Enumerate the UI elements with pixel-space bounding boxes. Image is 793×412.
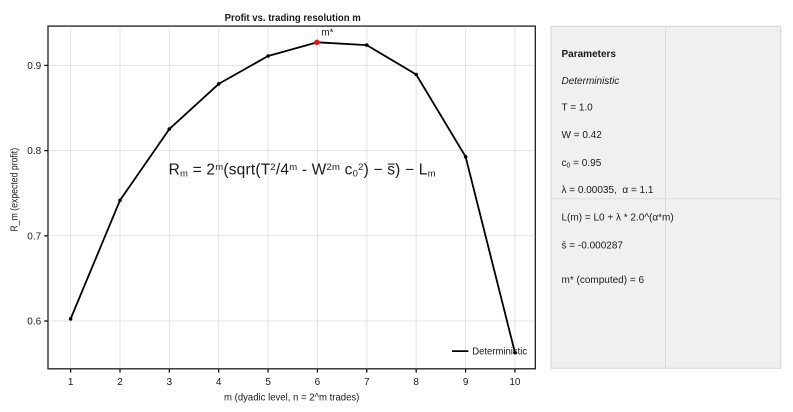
svg-text:L(m) = L0 + λ * 2.0^(α*m): L(m) = L0 + λ * 2.0^(α*m) — [562, 213, 674, 224]
svg-text:m*: m* — [321, 28, 333, 39]
svg-text:1: 1 — [68, 377, 74, 388]
svg-text:Rm = 2m(sqrt(T2/4m - W2m c02): Rm = 2m(sqrt(T2/4m - W2m c02) − s) − Lm — [169, 161, 436, 179]
svg-text:Deterministic: Deterministic — [562, 76, 620, 87]
svg-text:9: 9 — [463, 377, 469, 388]
svg-text:T = 1.0: T = 1.0 — [562, 103, 594, 114]
svg-text:Parameters: Parameters — [562, 49, 617, 60]
svg-text:Deterministic: Deterministic — [472, 347, 527, 358]
svg-text:8: 8 — [413, 377, 419, 388]
svg-text:7: 7 — [364, 377, 370, 388]
svg-text:2: 2 — [117, 377, 123, 388]
svg-text:m* (computed) = 6: m* (computed) = 6 — [562, 275, 645, 286]
svg-text:m (dyadic level, n = 2^m trade: m (dyadic level, n = 2^m trades) — [224, 393, 359, 404]
svg-text:0.7: 0.7 — [27, 231, 41, 242]
svg-text:0.9: 0.9 — [27, 61, 41, 72]
svg-text:λ = 0.00035, α = 1.1: λ = 0.00035, α = 1.1 — [562, 185, 654, 196]
svg-text:5: 5 — [265, 377, 271, 388]
svg-text:4: 4 — [216, 377, 222, 388]
svg-text:6: 6 — [315, 377, 321, 388]
svg-text:W = 0.42: W = 0.42 — [562, 130, 603, 141]
svg-text:Profit vs. trading resolution: Profit vs. trading resolution m — [225, 13, 361, 24]
svg-text:0.8: 0.8 — [27, 146, 41, 157]
svg-text:c0 = 0.95: c0 = 0.95 — [562, 158, 602, 170]
svg-text:10: 10 — [509, 377, 521, 388]
svg-text:3: 3 — [167, 377, 173, 388]
svg-text:s̄ = -0.000287: s̄ = -0.000287 — [562, 241, 624, 252]
svg-text:0.6: 0.6 — [27, 317, 41, 328]
svg-text:R_m (expected profit): R_m (expected profit) — [10, 148, 21, 232]
